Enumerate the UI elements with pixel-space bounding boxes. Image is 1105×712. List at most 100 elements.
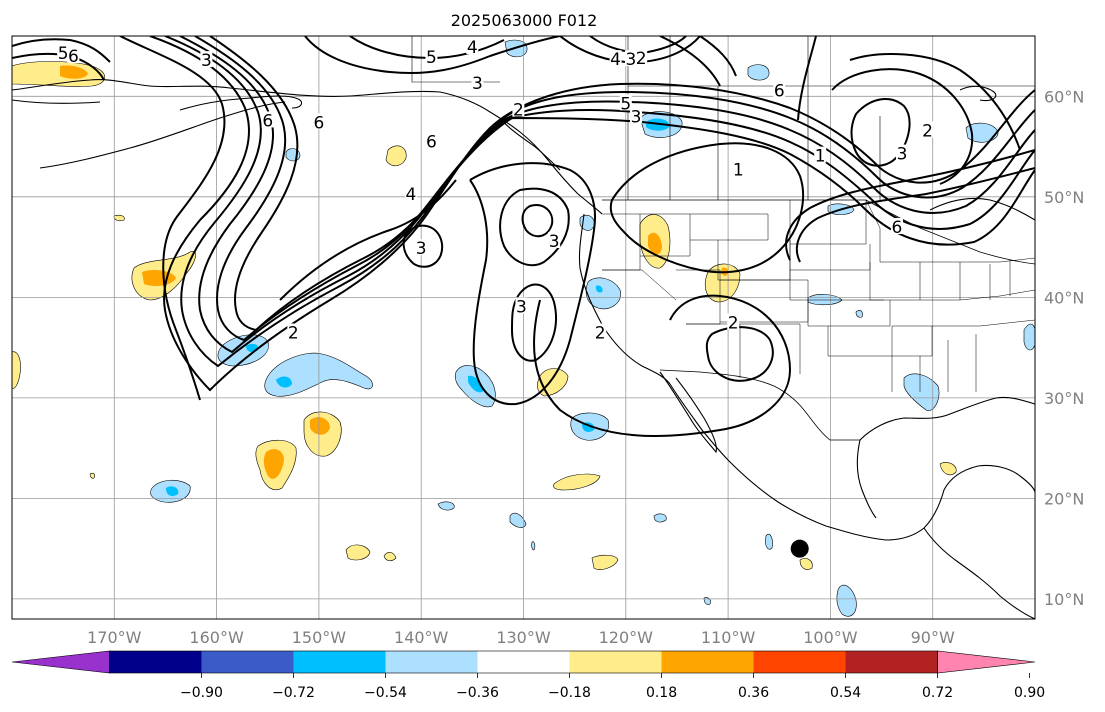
contour-label-bg (425, 48, 438, 65)
contour-label-bg (515, 297, 528, 314)
contour-label-bg (404, 184, 417, 201)
contour-label-bg (471, 74, 484, 91)
border (690, 213, 769, 241)
lon-tick-label: 140°W (394, 628, 449, 647)
gridlines (12, 36, 1035, 619)
shade-blob (437, 501, 455, 511)
contour-label-bg (609, 50, 622, 67)
lon-tick-label: 160°W (189, 628, 244, 647)
contour-label-bg (619, 94, 632, 111)
shade-blob (509, 512, 527, 528)
border (989, 260, 1011, 300)
contour-label-bg (312, 113, 325, 130)
lon-tick-label: 150°W (292, 628, 347, 647)
shade-blob (855, 310, 863, 318)
contour-label: 2 (595, 324, 606, 344)
lon-tick-label: 120°W (599, 628, 654, 647)
contour-line (705, 326, 774, 382)
contour-label-bg (630, 107, 643, 124)
longitude-tick-labels: 170°W 160°W 150°W 140°W 130°W 120°W 110°W 100°W… (87, 628, 955, 647)
lat-tick-label: 40°N (1044, 288, 1084, 307)
shade-blob (903, 373, 940, 411)
contour-label-bg (624, 50, 637, 67)
contour-label-bg (727, 313, 740, 330)
contour-line (209, 36, 1035, 332)
colorbar-segment (753, 651, 847, 673)
contour-line (12, 38, 111, 63)
border (920, 261, 961, 301)
contour-label: 2 (513, 100, 524, 120)
border (807, 300, 891, 327)
colorbar-extend-low (11, 650, 110, 674)
colorbar: −0.90 −0.72 −0.54 −0.36 −0.18 0.18 0.36 0.54 0.7… (11, 650, 1045, 701)
contour-label-bg (732, 160, 745, 177)
border (659, 369, 860, 441)
border (932, 319, 1035, 327)
contour-label: 3 (626, 50, 637, 70)
colorbar-tick-label: 0.54 (830, 685, 861, 701)
contour-label-bg (896, 144, 909, 161)
contour-label-bg (466, 38, 479, 55)
lon-tick-label: 90°W (911, 628, 955, 647)
contour-label: 5 (426, 48, 437, 68)
contour-label-bg (635, 49, 648, 66)
contour-line (785, 149, 1035, 261)
colorbar-outline (109, 650, 938, 674)
coastline (959, 85, 997, 102)
contour-line (659, 36, 737, 87)
coastline (179, 95, 303, 111)
contour-label: 6 (68, 47, 79, 67)
contour-line (304, 36, 561, 75)
contour-line (469, 162, 596, 406)
shade-blob (653, 513, 667, 523)
contour-line (795, 167, 1035, 263)
shade-blob (89, 472, 95, 479)
coastline (12, 99, 101, 104)
contour-label: 4 (467, 38, 478, 58)
contour-label: 2 (288, 324, 299, 344)
contour-label-bg (773, 81, 786, 98)
shade-blob (595, 285, 603, 293)
lat-tick-label: 50°N (1044, 188, 1084, 207)
coastline (923, 527, 1035, 619)
contour-label: 2 (728, 313, 739, 333)
contour-line (850, 98, 911, 167)
contour-label: 3 (416, 239, 427, 259)
contour-line (279, 179, 457, 301)
colorbar-tick-label: 0.72 (922, 685, 953, 701)
lat-tick-label: 10°N (1044, 590, 1084, 609)
contour-label: 3 (897, 145, 908, 165)
colorbar-segment (293, 651, 386, 673)
contour-label: 6 (262, 111, 273, 131)
shade-blob (799, 558, 813, 570)
contour-label-bg (261, 111, 274, 128)
colorbar-tick-label: −0.72 (272, 685, 315, 701)
shade-blob (765, 533, 773, 550)
border (869, 262, 921, 301)
border (602, 269, 677, 301)
contour-label: 4 (610, 50, 621, 70)
contour-line (149, 36, 1035, 392)
colorbar-segment (569, 651, 663, 673)
colorbar-tick-label: −0.90 (180, 685, 223, 701)
lon-tick-label: 100°W (803, 628, 858, 647)
contour-label: 3 (549, 232, 560, 252)
coastline (12, 79, 441, 97)
latitude-tick-labels: 10°N 20°N 30°N 40°N 50°N 60°N (1044, 87, 1084, 609)
contour-label: 1 (733, 161, 744, 181)
contour-label: 3 (631, 107, 642, 127)
border (740, 323, 801, 374)
contour-label: 3 (472, 74, 483, 94)
shade-blob (60, 65, 88, 79)
contour-label: 6 (891, 218, 902, 238)
shade-blob (383, 552, 397, 562)
contour-label: 2 (922, 121, 933, 141)
contour-label: 3 (516, 297, 527, 317)
shade-blob (648, 232, 662, 255)
contour-line (164, 36, 1035, 368)
contour-label-bg (814, 146, 827, 163)
coastline (439, 91, 603, 215)
contour-line (589, 36, 687, 54)
